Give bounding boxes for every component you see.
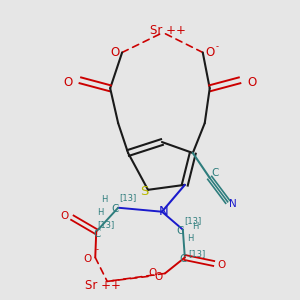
Text: C: C [176,226,184,236]
Text: H: H [101,195,107,204]
Text: Sr ++: Sr ++ [85,279,121,292]
Text: O: O [155,272,163,282]
Text: [13]: [13] [188,249,206,258]
Text: [13]: [13] [119,193,137,202]
Text: C: C [94,229,101,238]
Text: -: - [215,42,218,51]
Text: O: O [83,254,92,265]
Text: O: O [247,76,256,89]
Text: -: - [96,245,99,254]
Text: C: C [211,168,218,178]
Text: H: H [188,234,194,243]
Text: N: N [159,205,169,218]
Text: C: C [179,254,187,265]
Text: O: O [205,46,214,59]
Text: Sr ++: Sr ++ [150,24,186,37]
Text: [13]: [13] [184,216,201,225]
Text: H: H [97,208,104,217]
Text: O: O [64,76,73,89]
Text: C: C [112,204,119,214]
Text: O: O [60,211,68,221]
Text: O: O [218,260,226,271]
Text: O: O [110,46,120,59]
Text: S: S [140,185,148,198]
Text: N: N [229,199,236,209]
Text: [13]: [13] [98,220,115,229]
Text: O: O [149,268,157,278]
Text: H: H [193,222,199,231]
